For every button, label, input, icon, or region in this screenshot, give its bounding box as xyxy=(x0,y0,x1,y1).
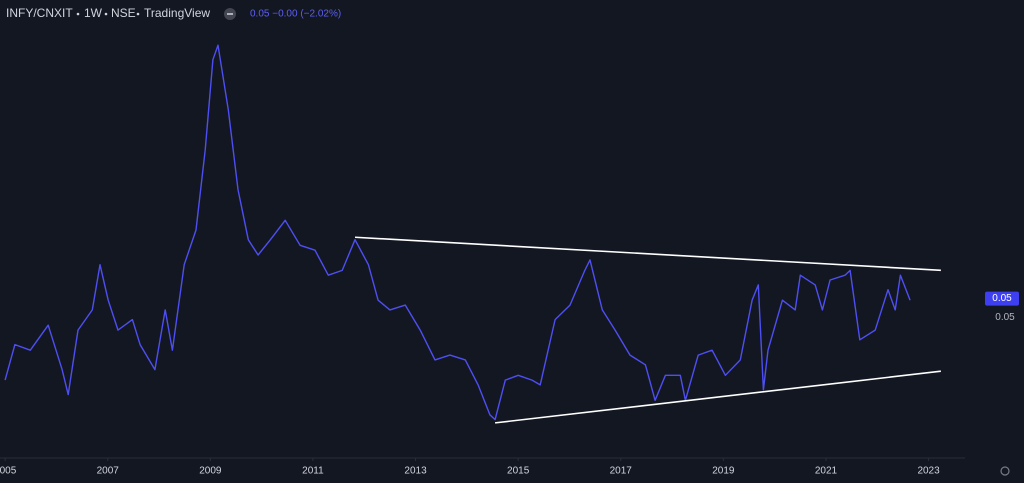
x-tick-label: 2017 xyxy=(610,466,633,477)
x-tick-label: 2023 xyxy=(917,466,940,477)
x-tick-label: 2011 xyxy=(302,466,324,477)
header: INFY/CNXIT 1W NSE TradingView 0.05 −0.00… xyxy=(6,6,341,20)
trend-line xyxy=(354,236,941,272)
settings-button[interactable] xyxy=(1000,466,1010,476)
x-tick-label: 2005 xyxy=(0,466,17,477)
price-line xyxy=(4,44,911,421)
price-label: 0.05 xyxy=(995,312,1015,323)
settings-icon xyxy=(1000,466,1010,476)
exchange: NSE xyxy=(111,6,136,20)
interval: 1W xyxy=(84,6,103,20)
x-tick-label: 2015 xyxy=(507,466,530,477)
last-price-box xyxy=(985,291,1019,306)
separator xyxy=(76,12,80,16)
status: 0.05 −0.00 (−2.02%) xyxy=(250,9,341,20)
separator xyxy=(136,12,140,16)
separator xyxy=(104,12,108,16)
last-price-label: 0.05 xyxy=(992,293,1012,304)
trend-line xyxy=(494,370,941,424)
x-tick-label: 2009 xyxy=(199,466,222,477)
x-tick-label: 2013 xyxy=(404,466,427,477)
source: TradingView xyxy=(144,6,210,20)
x-tick-label: 2019 xyxy=(712,466,735,477)
symbol: INFY/CNXIT xyxy=(6,6,73,20)
x-tick-label: 2007 xyxy=(97,466,120,477)
x-tick-label: 2021 xyxy=(815,466,838,477)
